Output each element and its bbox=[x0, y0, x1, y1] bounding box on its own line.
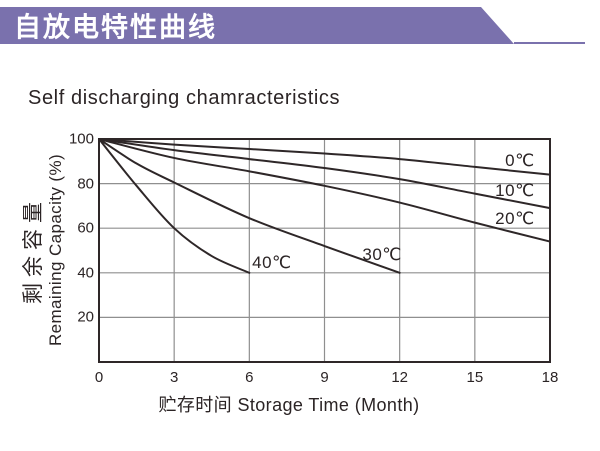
series-label-40C: 40℃ bbox=[252, 252, 292, 272]
y-tick-label-80: 80 bbox=[77, 175, 94, 193]
series-label-10C: 10℃ bbox=[495, 181, 535, 201]
x-tick-label-15: 15 bbox=[466, 369, 484, 386]
y-axis-title: 剩余容量 Remaining Capacity (%) bbox=[22, 153, 67, 347]
y-tick-label-60: 60 bbox=[77, 219, 94, 237]
series-curve-40C bbox=[98, 138, 251, 274]
series-curve-20C bbox=[98, 138, 551, 243]
y-tick-label-100: 100 bbox=[68, 130, 94, 148]
banner-title: 自放电特性曲线 bbox=[14, 12, 217, 43]
y-axis-title-chinese: 剩余容量 bbox=[22, 196, 45, 304]
y-axis-title-english: Remaining Capacity (%) bbox=[46, 153, 65, 347]
x-tick-label-6: 6 bbox=[245, 369, 254, 386]
plot-border bbox=[98, 138, 551, 363]
series-label-20C: 20℃ bbox=[495, 209, 535, 229]
series-curve-30C bbox=[98, 138, 401, 274]
x-axis-title: 贮存时间 Storage Time (Month) bbox=[158, 395, 420, 415]
y-tick-label-20: 20 bbox=[77, 308, 94, 326]
y-tick-label-40: 40 bbox=[77, 264, 94, 282]
series-label-0C: 0℃ bbox=[505, 151, 535, 171]
x-tick-label-12: 12 bbox=[391, 369, 408, 386]
x-tick-label-0: 0 bbox=[94, 369, 104, 386]
chart-title: Self discharging chamracteristics bbox=[28, 87, 341, 109]
header-banner: 自放电特性曲线 bbox=[0, 7, 514, 44]
x-tick-label-18: 18 bbox=[541, 369, 559, 386]
x-tick-label-9: 9 bbox=[320, 369, 329, 386]
series-curve-10C bbox=[98, 138, 551, 210]
series-label-30C: 30℃ bbox=[362, 244, 402, 264]
series-curve-0C bbox=[98, 138, 551, 176]
banner-tail-line bbox=[514, 41, 585, 44]
x-tick-label-3: 3 bbox=[169, 369, 179, 386]
